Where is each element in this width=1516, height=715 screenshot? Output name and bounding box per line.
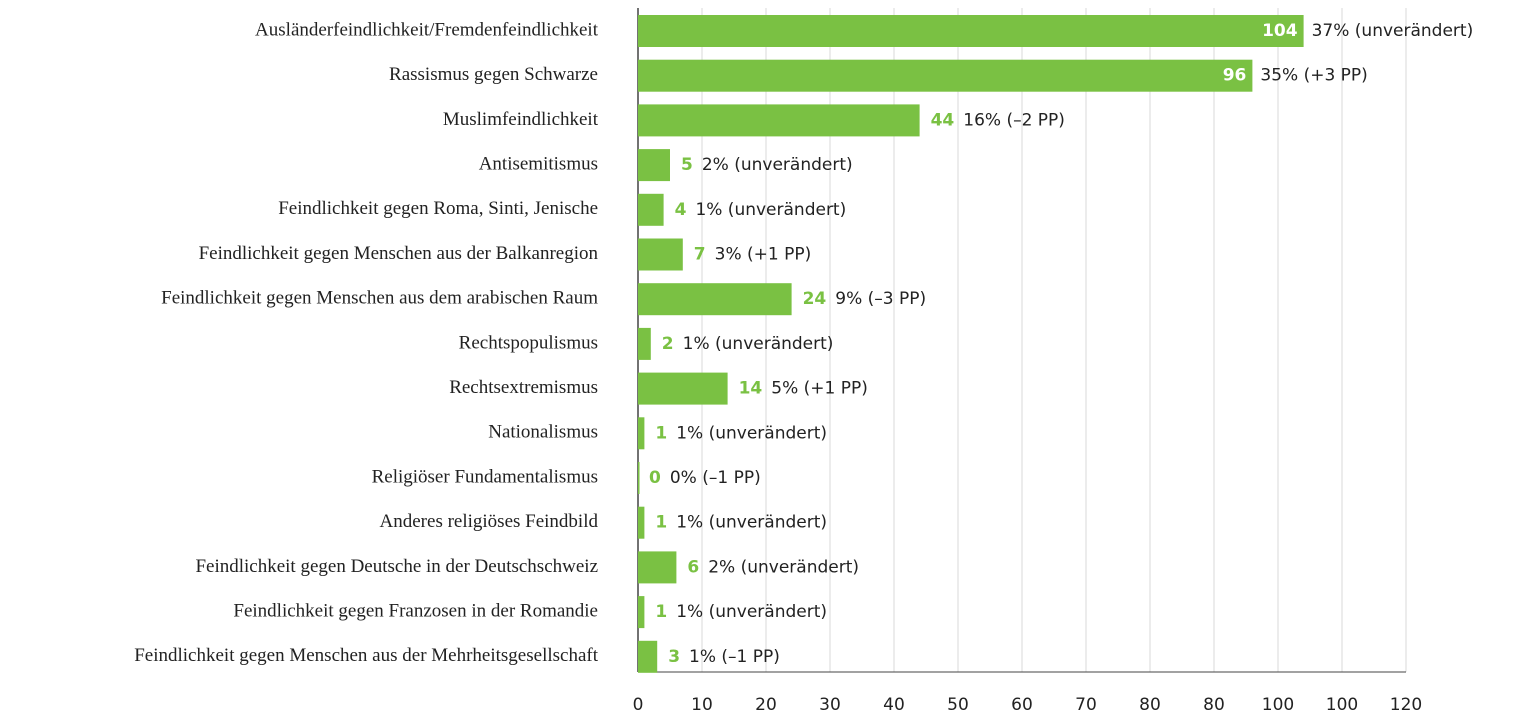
x-tick-label: 100 <box>1262 695 1294 715</box>
bar <box>638 193 664 226</box>
value-label: 24 <box>803 289 827 309</box>
bar <box>638 640 658 673</box>
x-tick-label: 100 <box>1326 695 1358 715</box>
share-label: 1% (unverändert) <box>676 602 827 622</box>
x-tick-label: 0 <box>633 695 644 715</box>
category-label: Feindlichkeit gegen Roma, Sinti, Jenisch… <box>278 198 598 219</box>
share-label: 1% (unverändert) <box>676 423 827 443</box>
category-label: Feindlichkeit gegen Menschen aus dem ara… <box>161 288 598 309</box>
x-tick-label: 50 <box>947 695 969 715</box>
value-label: 1 <box>655 423 667 443</box>
value-label: 3 <box>668 647 680 667</box>
category-label: Religiöser Fundamentalismus <box>372 466 598 487</box>
bar <box>638 104 920 137</box>
x-tick-label: 30 <box>819 695 841 715</box>
category-label: Nationalismus <box>488 422 598 443</box>
bar <box>638 15 1304 47</box>
x-tick-label: 70 <box>1075 695 1097 715</box>
bar <box>638 372 728 405</box>
share-label: 37% (unverändert) <box>1312 21 1474 41</box>
category-label: Rechtsextremismus <box>449 377 598 398</box>
share-label: 2% (unverändert) <box>708 557 859 577</box>
share-label: 1% (unverändert) <box>695 200 846 220</box>
value-label: 4 <box>675 200 687 220</box>
category-label: Antisemitismus <box>479 153 598 174</box>
bar <box>638 596 645 629</box>
value-label: 6 <box>687 557 699 577</box>
share-label: 2% (unverändert) <box>702 155 853 175</box>
share-label: 1% (unverändert) <box>683 334 834 354</box>
bar <box>638 551 677 584</box>
category-label: Anderes religiöses Feindbild <box>380 511 599 532</box>
bar <box>638 283 792 316</box>
bar <box>638 462 640 494</box>
value-label: 2 <box>662 334 674 354</box>
share-label: 1% (–1 PP) <box>689 647 780 667</box>
x-tick-label: 10 <box>691 695 713 715</box>
bar <box>638 327 651 360</box>
x-tick-label: 80 <box>1139 695 1161 715</box>
value-label: 44 <box>931 110 955 130</box>
x-tick-label: 40 <box>883 695 905 715</box>
share-label: 35% (+3 PP) <box>1260 66 1367 86</box>
category-label: Rassismus gegen Schwarze <box>389 64 598 85</box>
bar <box>638 506 645 539</box>
x-tick-label: 60 <box>1011 695 1033 715</box>
share-label: 1% (unverändert) <box>676 513 827 533</box>
value-label: 1 <box>655 513 667 533</box>
category-label: Ausländerfeindlichkeit/Fremdenfeindlichk… <box>255 19 599 40</box>
bar <box>638 149 670 182</box>
value-label: 7 <box>694 245 706 265</box>
share-label: 3% (+1 PP) <box>715 245 812 265</box>
category-label: Feindlichkeit gegen Deutsche in der Deut… <box>195 556 598 577</box>
bar <box>638 59 1253 92</box>
value-label: 104 <box>1262 21 1298 41</box>
value-label: 5 <box>681 155 693 175</box>
x-tick-label: 80 <box>1203 695 1225 715</box>
category-label: Rechtspopulismus <box>459 332 598 353</box>
share-label: 5% (+1 PP) <box>771 379 868 399</box>
bar <box>638 417 645 450</box>
category-label: Muslimfeindlichkeit <box>443 109 599 130</box>
value-label: 96 <box>1223 66 1247 86</box>
bar <box>638 238 683 271</box>
share-label: 9% (–3 PP) <box>835 289 926 309</box>
share-label: 0% (–1 PP) <box>670 468 761 488</box>
category-label: Feindlichkeit gegen Menschen aus der Bal… <box>199 243 599 264</box>
category-label: Feindlichkeit gegen Franzosen in der Rom… <box>233 600 598 621</box>
value-label: 0 <box>649 468 661 488</box>
category-label: Feindlichkeit gegen Menschen aus der Meh… <box>134 645 598 666</box>
share-label: 16% (–2 PP) <box>963 110 1065 130</box>
value-label: 14 <box>739 379 763 399</box>
value-label: 1 <box>655 602 667 622</box>
x-tick-label: 120 <box>1390 695 1422 715</box>
x-tick-label: 20 <box>755 695 777 715</box>
